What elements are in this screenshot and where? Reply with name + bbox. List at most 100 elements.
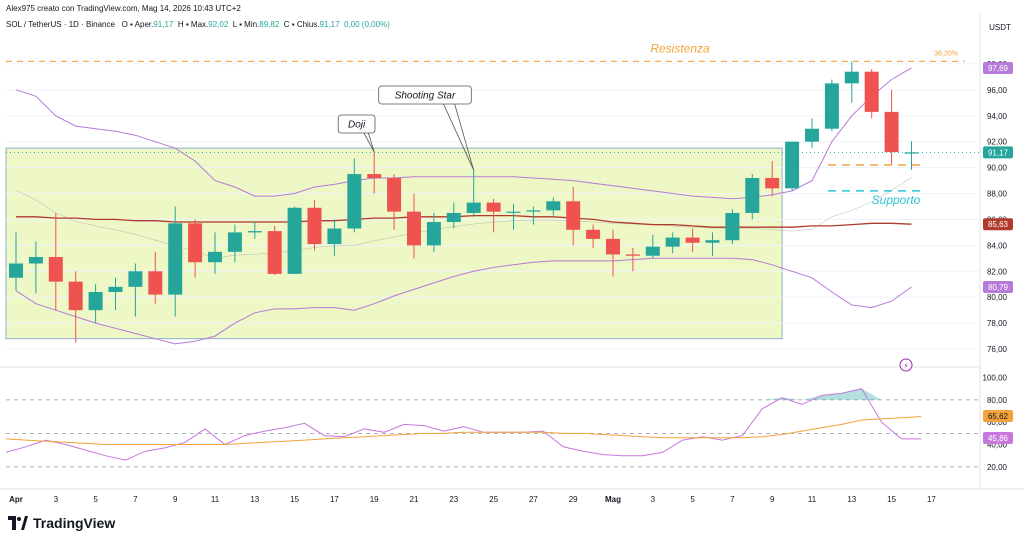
badge-text: 65,62: [988, 412, 1009, 421]
axis-price-badge: 85,63: [983, 218, 1013, 231]
candle-body: [884, 111, 899, 153]
candle-body: [586, 229, 601, 239]
candle-body: [387, 177, 402, 212]
badge-bg: [983, 218, 1013, 231]
candle-body: [824, 83, 839, 129]
candle-body: [48, 257, 63, 282]
candle-body: [486, 202, 501, 212]
change-value: 0,00 (0,00%): [343, 20, 390, 29]
candle-body: [188, 223, 203, 263]
time-tick-label: 15: [290, 495, 299, 504]
rsi-hidden-helper: [16, 417, 931, 445]
time-tick-label: 7: [730, 495, 735, 504]
candle: [88, 284, 103, 324]
open-label: O ▪ Aper.: [121, 20, 154, 29]
candle-body: [745, 177, 760, 213]
rsi-tick-label: 20,00: [987, 463, 1008, 472]
rsi-overbought-fill: [6, 388, 922, 400]
candle: [327, 219, 342, 256]
candle: [148, 251, 163, 304]
badge-text: 97,69: [988, 64, 1009, 73]
candle: [387, 174, 402, 230]
time-tick-label: 13: [847, 495, 856, 504]
candle-body: [625, 254, 640, 256]
badge-text: 45,86: [988, 434, 1009, 443]
time-tick-label: 3: [54, 495, 59, 504]
candle-body: [446, 212, 461, 223]
candle: [208, 232, 222, 274]
time-tick-label: 17: [330, 495, 339, 504]
close-label: C ▪ Chius.: [283, 20, 320, 29]
candle-body: [307, 207, 322, 245]
candle: [586, 224, 601, 248]
symbol-header: SOL / TetherUS · 1D · Binance O ▪ Aper. 9…: [6, 20, 390, 29]
price-tick-label: 94,00: [987, 112, 1008, 121]
callout-text: Doji: [348, 120, 366, 131]
axis-price-badge: 65,62: [983, 409, 1013, 422]
candle-body: [844, 71, 859, 84]
candle-body: [645, 246, 660, 256]
candle-body: [606, 238, 620, 255]
time-tick-label: 23: [449, 495, 458, 504]
candle: [625, 247, 640, 272]
candle: [884, 89, 899, 166]
time-tick-label: 17: [927, 495, 936, 504]
rsi-ma-line: [5, 416, 922, 445]
candle: [68, 271, 83, 343]
attribution-text: Alex975 creato con TradingView.com, Mag …: [6, 4, 241, 13]
candle: [307, 200, 322, 251]
badge-bg: [983, 409, 1013, 422]
candle: [287, 206, 302, 274]
low-value: 89,82: [259, 20, 280, 29]
candle: [546, 197, 561, 216]
candle-body: [904, 152, 919, 154]
candle: [367, 152, 382, 194]
time-tick-label: Apr: [9, 495, 23, 504]
price-tick-label: 88,00: [987, 190, 1008, 199]
high-label: H ▪ Max.: [177, 20, 209, 29]
candle: [466, 170, 481, 217]
candle-body: [466, 202, 481, 213]
candle: [247, 222, 262, 239]
badge-text: 80,79: [988, 283, 1009, 292]
support-label: Supporto: [872, 193, 921, 207]
candle-body: [785, 141, 800, 189]
time-tick-label: 11: [808, 495, 817, 504]
annotation-callout: Doji: [337, 114, 376, 153]
brand-name: TradingView: [33, 515, 116, 531]
axis-price-badge: 80,79: [983, 280, 1013, 293]
candle: [9, 232, 23, 291]
time-tick-label: 5: [93, 495, 98, 504]
candle-body: [864, 71, 879, 112]
candle-body: [765, 177, 780, 189]
candle: [446, 202, 461, 229]
rsi-line: [5, 388, 922, 461]
bollinger-lower-line: [15, 257, 912, 345]
time-tick-label: 19: [370, 495, 379, 504]
candle-body: [725, 212, 740, 241]
callout-text: Shooting Star: [395, 91, 456, 102]
candle-body: [28, 257, 43, 264]
badge-text: 91,17: [988, 148, 1009, 157]
time-tick-label: 9: [770, 495, 775, 504]
time-tick-label: 25: [489, 495, 498, 504]
callout-box: [378, 85, 472, 105]
candle: [705, 232, 720, 256]
time-tick-label: 13: [250, 495, 259, 504]
candle: [725, 209, 740, 245]
close-value: 91,17: [319, 20, 340, 29]
candle-body: [88, 292, 103, 311]
candle-body: [208, 251, 222, 263]
candle-body: [407, 211, 421, 246]
candle: [426, 212, 441, 252]
candle-body: [566, 201, 581, 230]
candle-body: [9, 263, 23, 278]
tradingview-brand[interactable]: TradingView: [8, 515, 115, 531]
symbol-name[interactable]: SOL / TetherUS · 1D · Binance: [6, 20, 115, 29]
tradingview-logo-icon: [8, 516, 28, 530]
candle-body: [805, 128, 819, 142]
candle: [765, 161, 780, 197]
candle: [844, 61, 859, 103]
candle-body: [227, 232, 242, 252]
